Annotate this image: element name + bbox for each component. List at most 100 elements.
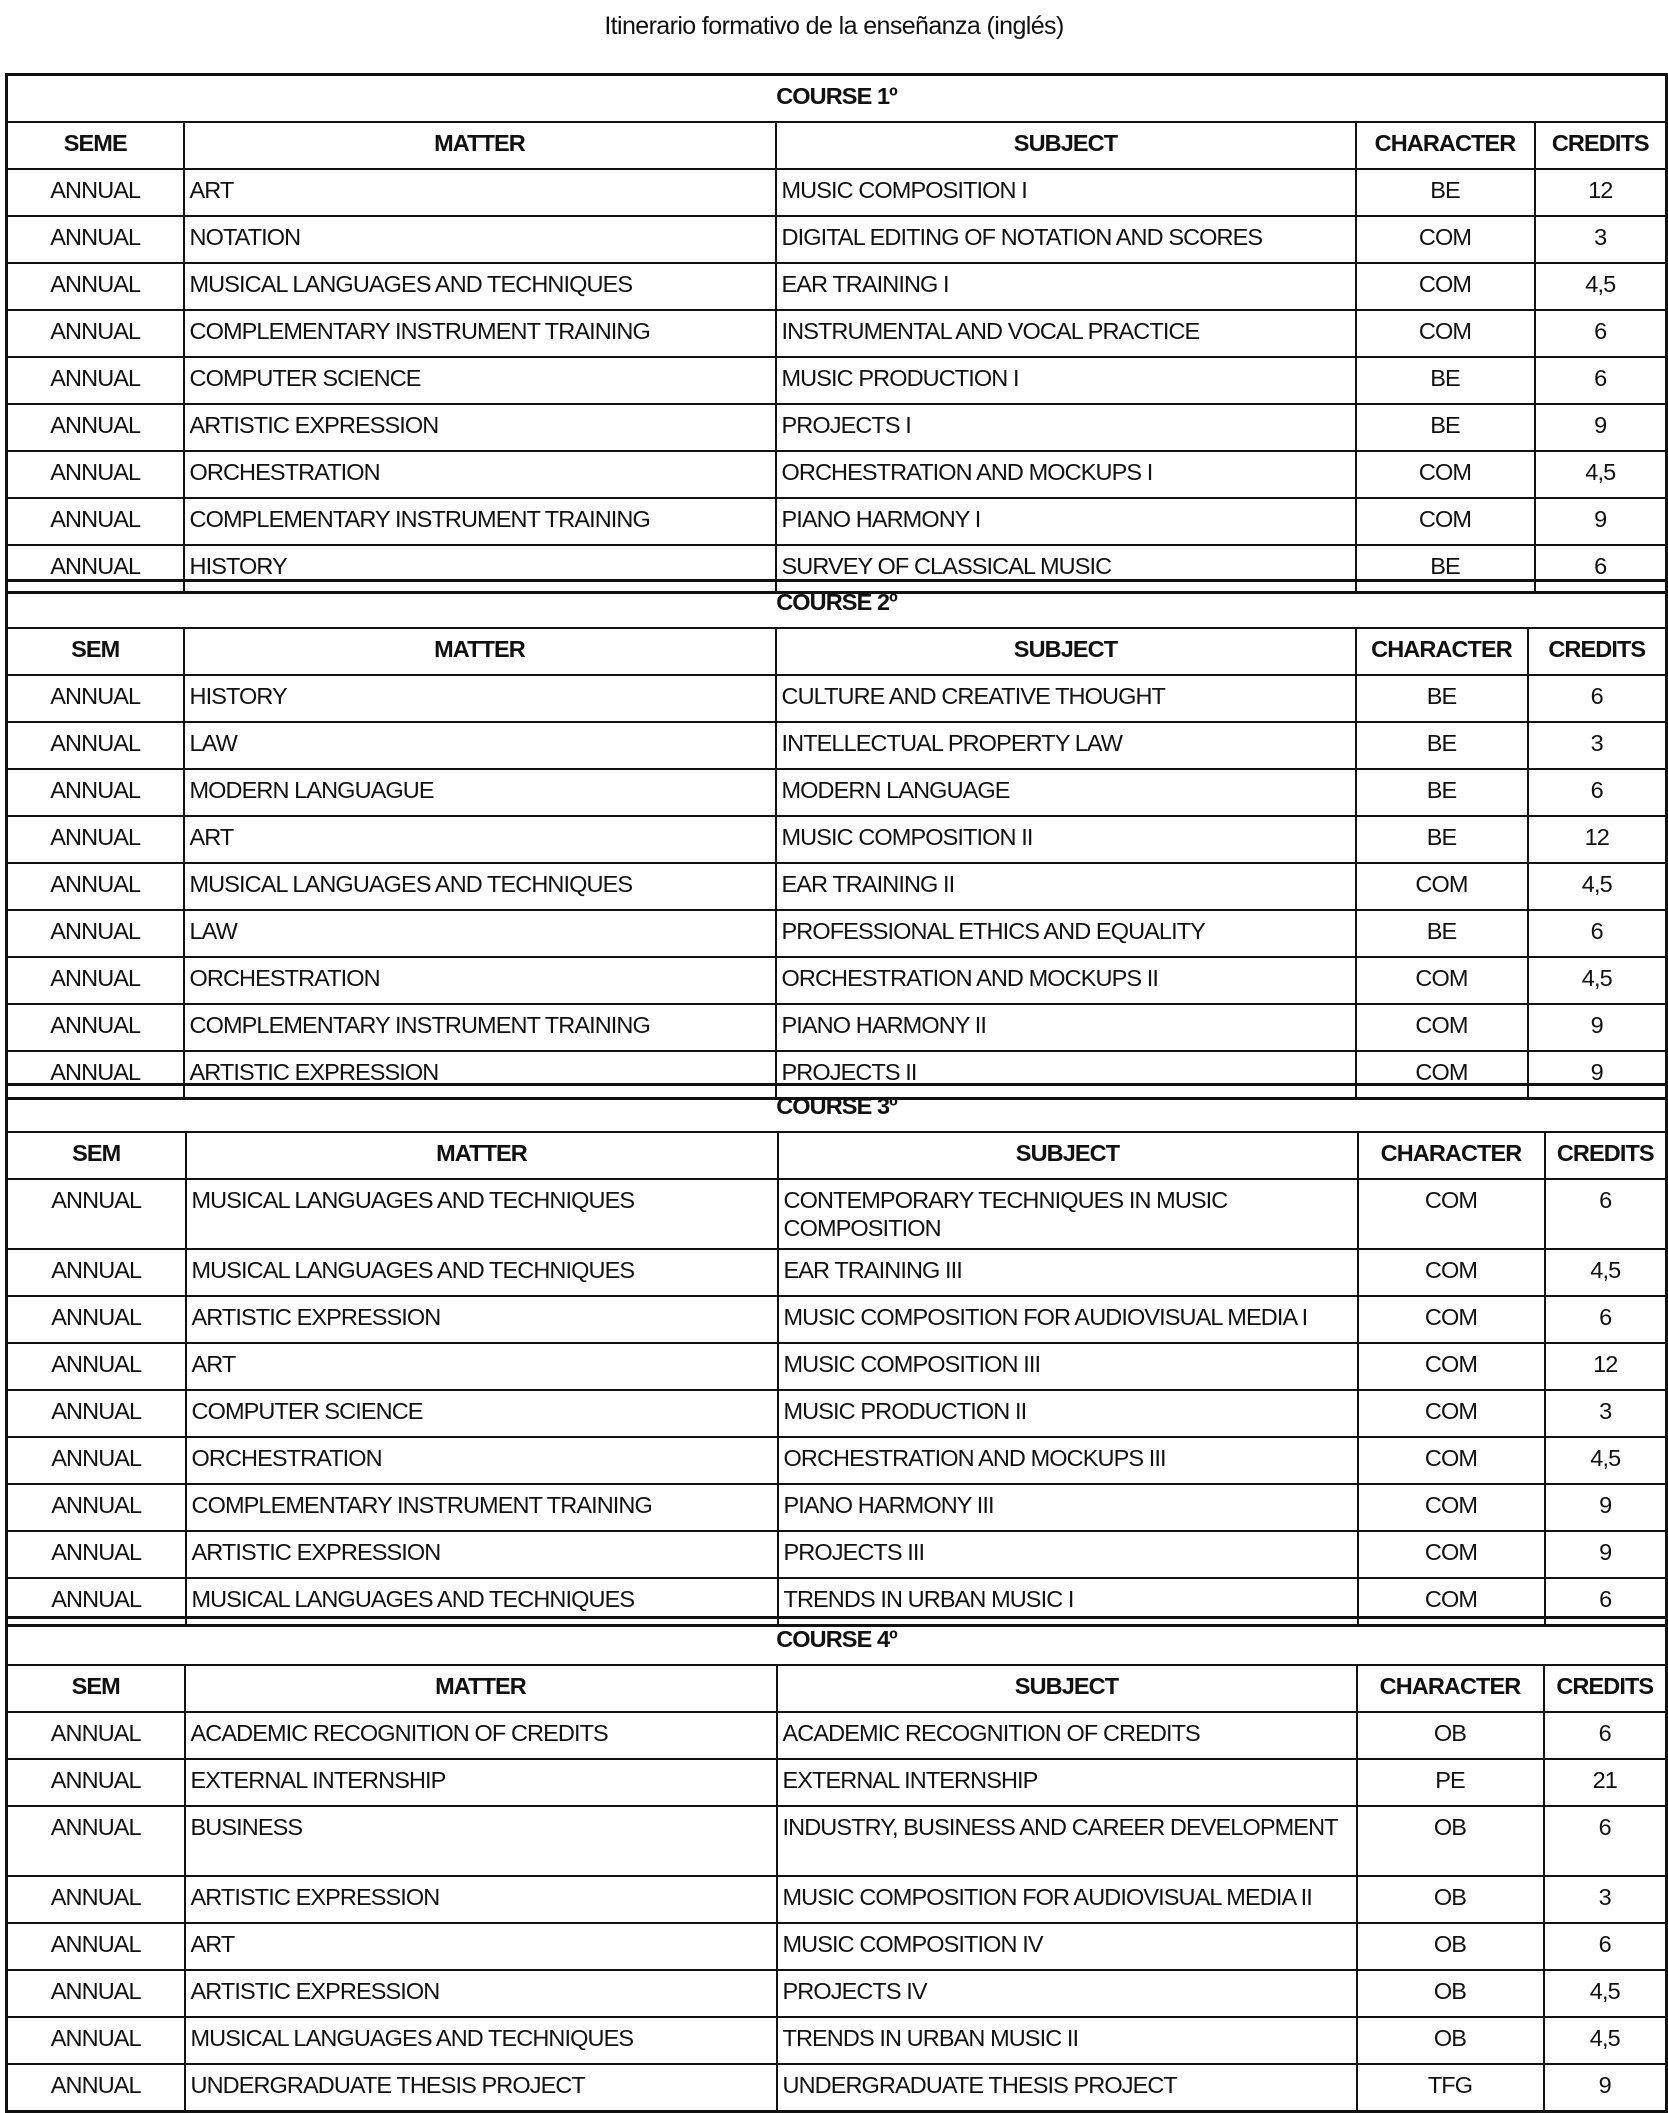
- course-table-1: COURSE 1º SEME MATTER SUBJECT CHARACTER CREDI…: [5, 73, 1668, 594]
- cell-credits: 4,5: [1542, 2016, 1668, 2065]
- column-header-credits: CREDITS: [1543, 1131, 1668, 1180]
- cell-sem: ANNUAL: [5, 356, 185, 405]
- cell-character: COM: [1354, 862, 1529, 911]
- cell-matter: ARTISTIC EXPRESSION: [182, 403, 777, 452]
- table-row: ANNUAL ARTISTIC EXPRESSION MUSIC COMPOSITI…: [5, 1875, 1668, 1924]
- cell-matter: ART: [182, 168, 777, 217]
- cell-character: COM: [1354, 215, 1536, 264]
- cell-sem: ANNUAL: [5, 1295, 187, 1344]
- cell-character: COM: [1354, 1003, 1529, 1052]
- table-row: ANNUAL ART MUSIC COMPOSITION IV OB 6: [5, 1922, 1668, 1971]
- course-caption: COURSE 4º: [5, 1616, 1668, 1666]
- cell-matter: ARTISTIC EXPRESSION: [184, 1295, 779, 1344]
- course-caption: COURSE 3º: [5, 1083, 1668, 1133]
- cell-sem: ANNUAL: [5, 1922, 186, 1971]
- cell-matter: COMPUTER SCIENCE: [182, 356, 777, 405]
- cell-character: COM: [1354, 262, 1536, 311]
- cell-matter: COMPLEMENTARY INSTRUMENT TRAINING: [182, 497, 777, 546]
- table-row: ANNUAL ORCHESTRATION ORCHESTRATION AND MOC…: [5, 956, 1668, 1005]
- cell-matter: LAW: [182, 909, 777, 958]
- table-row: ANNUAL MODERN LANGUAGUE MODERN LANGUAGE BE 6: [5, 768, 1668, 817]
- cell-sem: ANNUAL: [5, 1436, 187, 1485]
- cell-character: COM: [1356, 1389, 1546, 1438]
- cell-subject: EAR TRAINING I: [774, 262, 1357, 311]
- cell-matter: ORCHESTRATION: [182, 450, 777, 499]
- table-row: ANNUAL COMPLEMENTARY INSTRUMENT TRAINING P…: [5, 1003, 1668, 1052]
- cell-sem: ANNUAL: [5, 1805, 186, 1877]
- cell-subject: PROJECTS III: [776, 1530, 1359, 1579]
- column-header-sem: SEME: [5, 121, 185, 170]
- table-row: ANNUAL ARTISTIC EXPRESSION PROJECTS III COM…: [5, 1530, 1668, 1579]
- cell-subject: MUSIC PRODUCTION I: [774, 356, 1357, 405]
- cell-character: BE: [1354, 674, 1529, 723]
- cell-subject: PROJECTS IV: [775, 1969, 1358, 2018]
- cell-sem: ANNUAL: [5, 1178, 187, 1250]
- cell-credits: 6: [1533, 309, 1668, 358]
- cell-subject: INDUSTRY, BUSINESS AND CAREER DEVELOPMEN…: [775, 1805, 1358, 1877]
- cell-matter: COMPUTER SCIENCE: [184, 1389, 779, 1438]
- table-row: ANNUAL ART MUSIC COMPOSITION II BE 12: [5, 815, 1668, 864]
- table-row: ANNUAL ART MUSIC COMPOSITION I BE 12: [5, 168, 1668, 217]
- cell-matter: MODERN LANGUAGUE: [182, 768, 777, 817]
- cell-subject: ORCHESTRATION AND MOCKUPS I: [774, 450, 1357, 499]
- cell-sem: ANNUAL: [5, 497, 185, 546]
- cell-credits: 3: [1533, 215, 1668, 264]
- cell-matter: MUSICAL LANGUAGES AND TECHNIQUES: [184, 1178, 779, 1250]
- cell-credits: 6: [1543, 1178, 1668, 1250]
- cell-sem: ANNUAL: [5, 815, 185, 864]
- cell-credits: 4,5: [1533, 450, 1668, 499]
- cell-sem: ANNUAL: [5, 1483, 187, 1532]
- cell-subject: EAR TRAINING II: [774, 862, 1357, 911]
- cell-sem: ANNUAL: [5, 1969, 186, 2018]
- cell-subject: DIGITAL EDITING OF NOTATION AND SCORES: [774, 215, 1357, 264]
- cell-sem: ANNUAL: [5, 1342, 187, 1391]
- course-caption: COURSE 1º: [5, 73, 1668, 123]
- cell-matter: ACADEMIC RECOGNITION OF CREDITS: [183, 1711, 778, 1760]
- cell-character: COM: [1356, 1178, 1546, 1250]
- cell-matter: ART: [184, 1342, 779, 1391]
- cell-matter: COMPLEMENTARY INSTRUMENT TRAINING: [182, 1003, 777, 1052]
- cell-matter: MUSICAL LANGUAGES AND TECHNIQUES: [183, 2016, 778, 2065]
- table-row: ANNUAL UNDERGRADUATE THESIS PROJECT UNDERG…: [5, 2063, 1668, 2113]
- cell-matter: ART: [182, 815, 777, 864]
- column-header-sem: SEM: [5, 627, 185, 676]
- course-table-3: COURSE 3º SEM MATTER SUBJECT CHARACTER CREDIT…: [5, 1083, 1668, 1627]
- cell-credits: 9: [1533, 497, 1668, 546]
- table-row: ANNUAL MUSICAL LANGUAGES AND TECHNIQUES EA…: [5, 862, 1668, 911]
- column-header-sem: SEM: [5, 1664, 186, 1713]
- column-header-matter: MATTER: [184, 1131, 779, 1180]
- cell-character: BE: [1354, 356, 1536, 405]
- cell-subject: EAR TRAINING III: [776, 1248, 1359, 1297]
- cell-sem: ANNUAL: [5, 1003, 185, 1052]
- cell-subject: MUSIC PRODUCTION II: [776, 1389, 1359, 1438]
- cell-sem: ANNUAL: [5, 768, 185, 817]
- cell-sem: ANNUAL: [5, 1758, 186, 1807]
- cell-character: COM: [1354, 309, 1536, 358]
- cell-subject: MUSIC COMPOSITION FOR AUDIOVISUAL MEDIA …: [775, 1875, 1358, 1924]
- cell-character: BE: [1354, 909, 1529, 958]
- cell-credits: 21: [1542, 1758, 1668, 1807]
- table-row: ANNUAL COMPUTER SCIENCE MUSIC PRODUCTION I…: [5, 1389, 1668, 1438]
- cell-sem: ANNUAL: [5, 721, 185, 770]
- cell-subject: MUSIC COMPOSITION IV: [775, 1922, 1358, 1971]
- cell-character: BE: [1354, 768, 1529, 817]
- table-row: ANNUAL NOTATION DIGITAL EDITING OF NOTATIO…: [5, 215, 1668, 264]
- cell-sem: ANNUAL: [5, 1389, 187, 1438]
- table-row: ANNUAL COMPLEMENTARY INSTRUMENT TRAINING I…: [5, 309, 1668, 358]
- cell-credits: 3: [1542, 1875, 1668, 1924]
- cell-character: COM: [1356, 1530, 1546, 1579]
- cell-sem: ANNUAL: [5, 909, 185, 958]
- cell-matter: HISTORY: [182, 674, 777, 723]
- cell-character: COM: [1354, 497, 1536, 546]
- cell-matter: NOTATION: [182, 215, 777, 264]
- cell-matter: ORCHESTRATION: [182, 956, 777, 1005]
- cell-matter: MUSICAL LANGUAGES AND TECHNIQUES: [182, 262, 777, 311]
- cell-credits: 9: [1542, 2063, 1668, 2113]
- cell-character: OB: [1355, 1922, 1545, 1971]
- column-header-subject: SUBJECT: [774, 121, 1357, 170]
- column-header-subject: SUBJECT: [776, 1131, 1359, 1180]
- column-header-matter: MATTER: [183, 1664, 778, 1713]
- cell-sem: ANNUAL: [5, 450, 185, 499]
- cell-subject: INTELLECTUAL PROPERTY LAW: [774, 721, 1357, 770]
- cell-character: BE: [1354, 815, 1529, 864]
